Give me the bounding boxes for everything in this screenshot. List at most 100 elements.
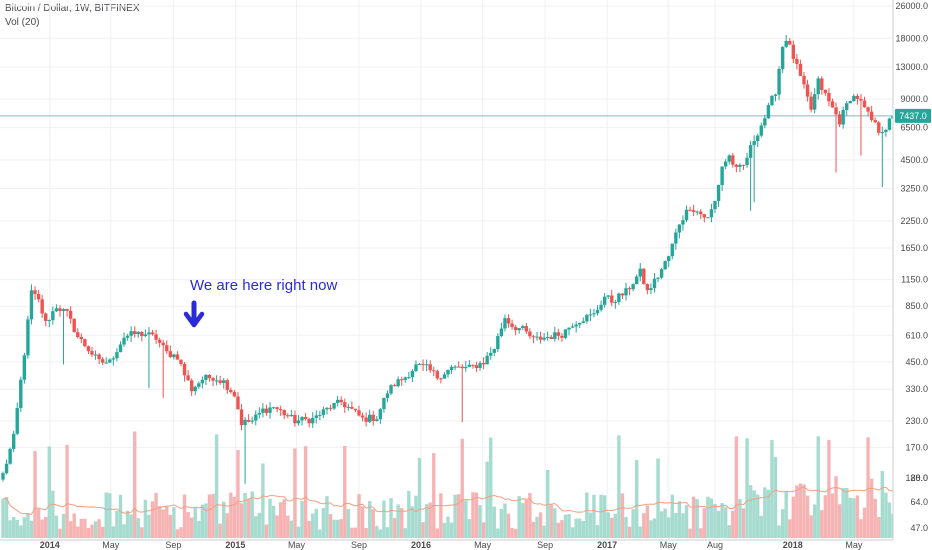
volume-bar [318, 529, 322, 538]
volume-bar [659, 511, 664, 538]
time-tick-label: May [660, 540, 678, 550]
candle-body [809, 96, 813, 110]
candle-body [353, 408, 358, 411]
candle-body [417, 364, 422, 366]
volume-bar [734, 436, 739, 538]
candle-body [549, 336, 553, 339]
candle-body [111, 358, 116, 360]
candle-body [734, 164, 739, 167]
candlesticks[interactable] [1, 34, 895, 484]
candle-body [61, 308, 66, 312]
candle-body [588, 314, 593, 316]
candle-body [617, 293, 621, 303]
volume-bar [264, 524, 269, 538]
price-tick-label: 450.0 [905, 357, 928, 367]
volume-bar [282, 499, 286, 538]
candle-body [841, 109, 845, 125]
candle-body [834, 107, 838, 115]
price-tick-label: 9000.0 [900, 94, 928, 104]
candle-body [346, 406, 351, 408]
volume-bar [848, 497, 852, 538]
candle-body [4, 463, 9, 474]
current-price-label: 7437.0 [895, 108, 931, 123]
candle-body [40, 299, 44, 314]
candle-body [827, 93, 831, 102]
volume-bar [456, 494, 461, 538]
volume-bar [300, 501, 304, 538]
price-tick-label: 330.0 [905, 384, 928, 394]
volume-indicator-label[interactable]: Vol (20) [5, 17, 40, 28]
candle-body [367, 414, 372, 422]
time-axis[interactable]: 2014 May Sep 2015 May Sep 2016 May Sep 2017 May Aug… [40, 540, 863, 550]
volume-bar [378, 529, 383, 538]
candle-body [887, 118, 892, 130]
price-tick-label: 850.0 [905, 301, 928, 311]
candle-body [68, 310, 73, 319]
candle-body [332, 402, 336, 409]
candle-body [464, 366, 468, 369]
candle-body [65, 308, 69, 311]
candle-body [788, 40, 792, 45]
volume-bar [802, 484, 806, 538]
candle-body [239, 409, 244, 426]
volume-bar [54, 515, 59, 538]
candle-body [770, 95, 774, 106]
volume-bar [631, 509, 635, 538]
volume-bar [595, 525, 600, 538]
candle-body [150, 332, 155, 335]
candle-body [759, 125, 763, 136]
volume-bar [866, 437, 870, 538]
volume-bar [175, 529, 180, 538]
price-tick-label: 1150.0 [901, 275, 928, 285]
time-tick-label: 2018 [783, 540, 803, 550]
volume-bar [407, 490, 411, 538]
volume-bars [1, 431, 895, 538]
volume-bar [44, 516, 48, 538]
candle-body [403, 377, 407, 380]
candle-body [47, 320, 51, 322]
candle-body [29, 290, 34, 320]
volume-bar [385, 527, 390, 538]
volume-bar [410, 506, 415, 538]
volume-bar [727, 525, 731, 538]
volume-bar [314, 508, 318, 538]
candle-body [563, 329, 568, 338]
candle-body [456, 366, 461, 368]
candle-body [553, 332, 557, 339]
candle-body [798, 63, 803, 76]
time-tick-label: 2016 [411, 540, 431, 550]
candle-body [11, 433, 16, 449]
volume-bar [841, 487, 845, 538]
volume-bar [869, 478, 874, 538]
volume-bar [100, 526, 105, 538]
volume-bar [22, 517, 27, 538]
candle-body [97, 354, 101, 360]
candle-body [731, 155, 735, 165]
volume-bar [307, 521, 311, 538]
volume-bar [738, 498, 742, 538]
candle-body [100, 359, 105, 363]
candle-body [385, 393, 390, 398]
volume-bar [40, 519, 44, 538]
volume-bar [33, 451, 37, 538]
candle-body [26, 319, 30, 356]
volume-bar [506, 513, 511, 538]
volume-bar [620, 493, 625, 538]
candle-body [513, 327, 518, 331]
candle-body [268, 407, 272, 413]
volume-bar [186, 512, 190, 538]
price-tick-label: 2250.0 [900, 216, 928, 226]
volume-bar [51, 490, 55, 538]
volume-bar [439, 493, 443, 538]
candle-body [33, 290, 37, 295]
candle-body [873, 120, 877, 123]
candle-body [528, 331, 532, 337]
candle-body [777, 68, 781, 95]
candle-body [175, 354, 180, 360]
candle-body [659, 269, 664, 278]
volume-bar [1, 498, 5, 538]
volume-bar [855, 495, 860, 538]
volume-bar [432, 453, 436, 538]
